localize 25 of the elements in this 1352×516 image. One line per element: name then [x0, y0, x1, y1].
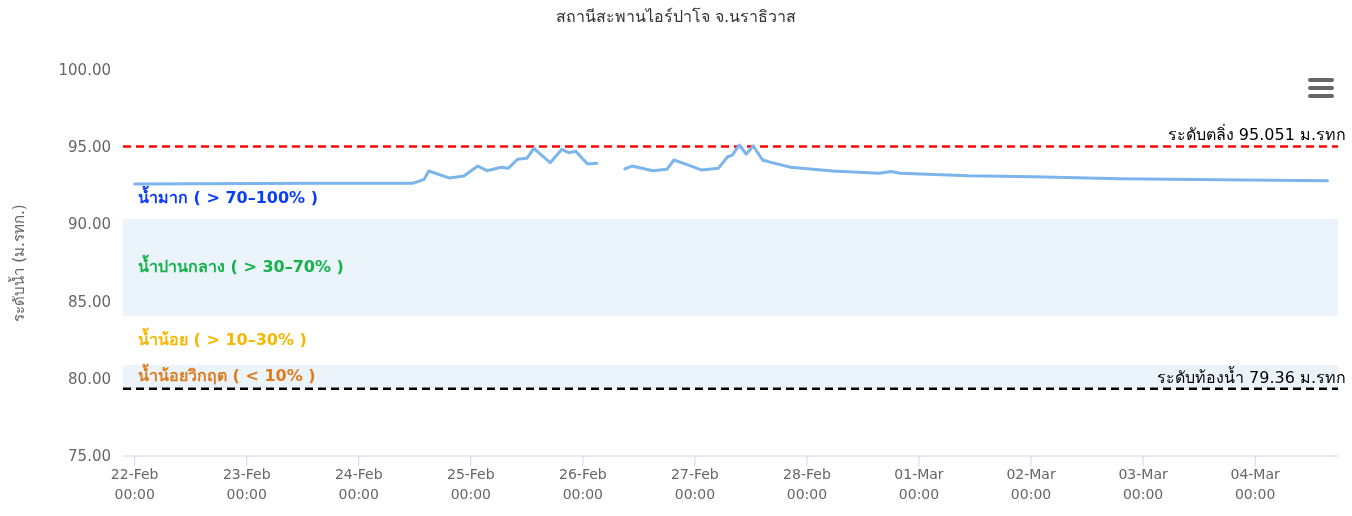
y-tick-label: 85.00	[68, 292, 111, 311]
y-tick-label: 95.00	[68, 138, 111, 157]
annotation: น้ำมาก ( > 70–100% )	[138, 185, 319, 208]
y-tick-label: 100.00	[58, 61, 111, 79]
band-label: น้ำปานกลาง ( > 30–70% )	[138, 253, 344, 276]
x-tick-label: 22-Feb 00:00	[110, 466, 159, 502]
x-tick-label: 27-Feb 00:00	[671, 466, 719, 502]
x-tick-label: 28-Feb 00:00	[783, 466, 831, 502]
y-tick-label: 80.00	[68, 369, 111, 388]
x-tick-label: 02-Mar 00:00	[1006, 466, 1056, 502]
ref-line-label: ระดับตลิ่ง 95.051 ม.รทก	[1167, 123, 1346, 145]
annotation: น้ำน้อย ( > 10–30% )	[138, 326, 307, 349]
band-label: น้ำน้อยวิกฤต ( < 10% )	[138, 363, 316, 386]
x-tick-label: 26-Feb 00:00	[559, 466, 607, 502]
x-tick-label: 03-Mar 00:00	[1118, 466, 1168, 502]
y-tick-label: 75.00	[68, 447, 111, 465]
chart-title: สถานีสะพานไอร์ปาโจ จ.นราธิวาส	[555, 7, 797, 26]
x-tick-label: 04-Mar 00:00	[1230, 466, 1281, 502]
x-tick-label: 23-Feb 00:00	[222, 466, 271, 502]
x-tick-label: 24-Feb 00:00	[334, 466, 383, 502]
x-tick-label: 25-Feb 00:00	[446, 466, 495, 502]
x-tick-label: 01-Mar 00:00	[894, 466, 944, 502]
y-tick-label: 90.00	[68, 215, 111, 234]
y-axis-title: ระดับน้ำ (ม.รทก.)	[8, 204, 28, 322]
ref-line-label: ระดับท้องน้ำ 79.36 ม.รทก	[1156, 365, 1346, 387]
